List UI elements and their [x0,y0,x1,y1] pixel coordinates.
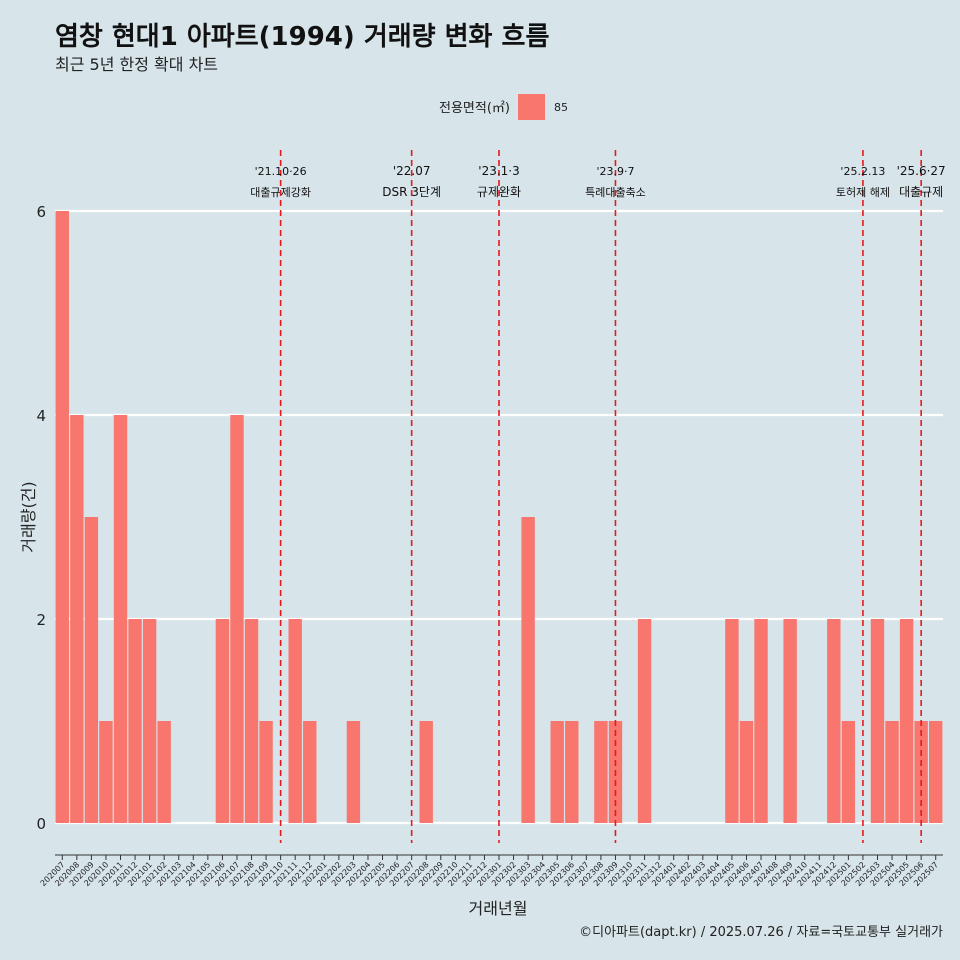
bar [113,415,128,823]
event-name-label: 대출규제 [899,185,943,199]
bar [157,721,171,823]
event-lines: '21.10·26 대출규제강화 '22.07 DSR 3단계 '23.1·3 규제완화 '… [250,150,946,843]
bar [303,721,317,823]
bar [885,721,899,823]
event-name-label: DSR 3단계 [382,185,441,199]
bar [739,721,754,823]
bar [142,619,157,823]
x-axis: 2020072020082020092020102020112020122021… [39,854,943,888]
event-name-label: 대출규제강화 [250,186,311,199]
bar [70,415,84,823]
caption: ©디아파트(dapt.kr) / 2025.07.26 / 자료=국토교통부 실… [579,925,943,940]
event-date-label: '25.6·27 [897,164,946,178]
event-date-label: '21.10·26 [255,165,307,178]
event-name-label: 토허제 해제 [836,185,890,199]
bar [288,619,302,823]
bar [244,619,259,823]
event-name-label: 특례대출축소 [585,186,646,199]
y-axis-title: 거래량(건) [19,481,38,552]
bar [419,721,433,823]
bar [929,721,943,823]
bar [827,619,841,823]
y-tick-label: 0 [36,815,46,833]
legend: 전용면적(㎡) 85 [439,94,568,120]
bar [521,517,535,823]
bar [899,619,914,823]
legend-title: 전용면적(㎡) [439,101,510,116]
y-tick-label: 6 [36,203,46,221]
bars [55,211,943,823]
event-date-label: '23.1·3 [478,164,519,178]
bar [637,619,652,823]
y-tick-label: 4 [36,407,46,425]
bar [84,517,99,823]
bar [55,211,69,823]
bar [870,619,885,823]
bar [725,619,739,823]
x-axis-title: 거래년월 [469,899,528,918]
y-tick-label: 2 [36,611,46,629]
bar [565,721,579,823]
bar [841,721,856,823]
bar [754,619,768,823]
bar [99,721,113,823]
bar [346,721,361,823]
bar [259,721,273,823]
bar [230,415,244,823]
event-date-label: '25.2.13 [840,165,885,178]
event-date-label: '23.9·7 [596,165,634,178]
event-date-label: '22.07 [393,164,431,178]
y-tick-labels: 0 2 4 6 [36,203,46,833]
bar [594,721,608,823]
event-name-label: 규제완화 [477,185,521,199]
chart-title: 염창 현대1 아파트(1994) 거래량 변화 흐름 [55,22,549,52]
bar [550,721,564,823]
legend-label: 85 [554,101,568,114]
bar [783,619,797,823]
legend-swatch [518,94,545,120]
bar [215,619,230,823]
chart-subtitle: 최근 5년 한정 확대 차트 [55,55,218,74]
bar [128,619,142,823]
